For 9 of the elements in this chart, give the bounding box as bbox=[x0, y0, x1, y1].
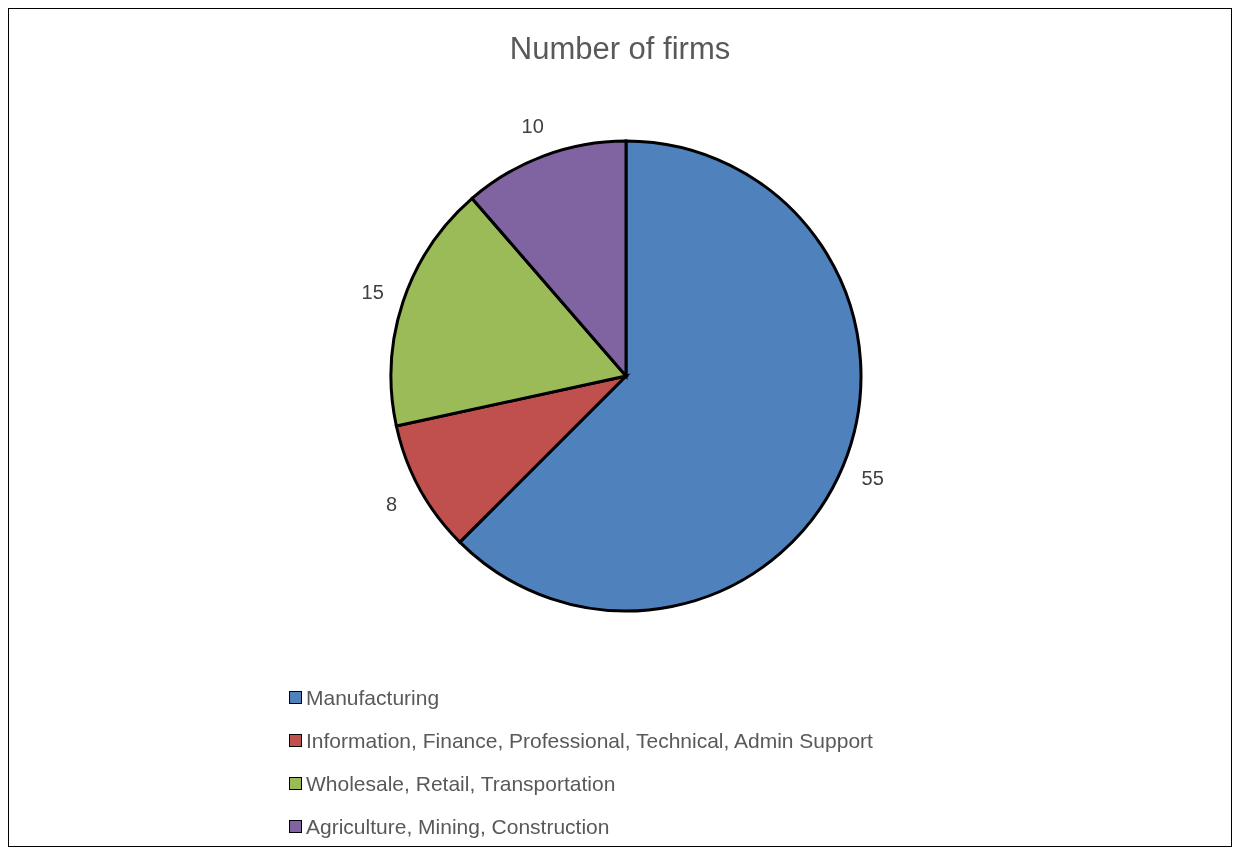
legend-label: Wholesale, Retail, Transportation bbox=[306, 771, 616, 796]
legend-label: Agriculture, Mining, Construction bbox=[306, 814, 610, 839]
data-label: 10 bbox=[521, 114, 544, 137]
data-label: 8 bbox=[386, 492, 398, 515]
chart-title: Number of firms bbox=[508, 31, 732, 67]
legend-label: Manufacturing bbox=[306, 685, 440, 710]
data-label: 55 bbox=[861, 467, 884, 490]
data-label: 15 bbox=[361, 280, 384, 303]
legend-label: Information, Finance, Professional, Technical, Admin Support bbox=[306, 728, 873, 753]
